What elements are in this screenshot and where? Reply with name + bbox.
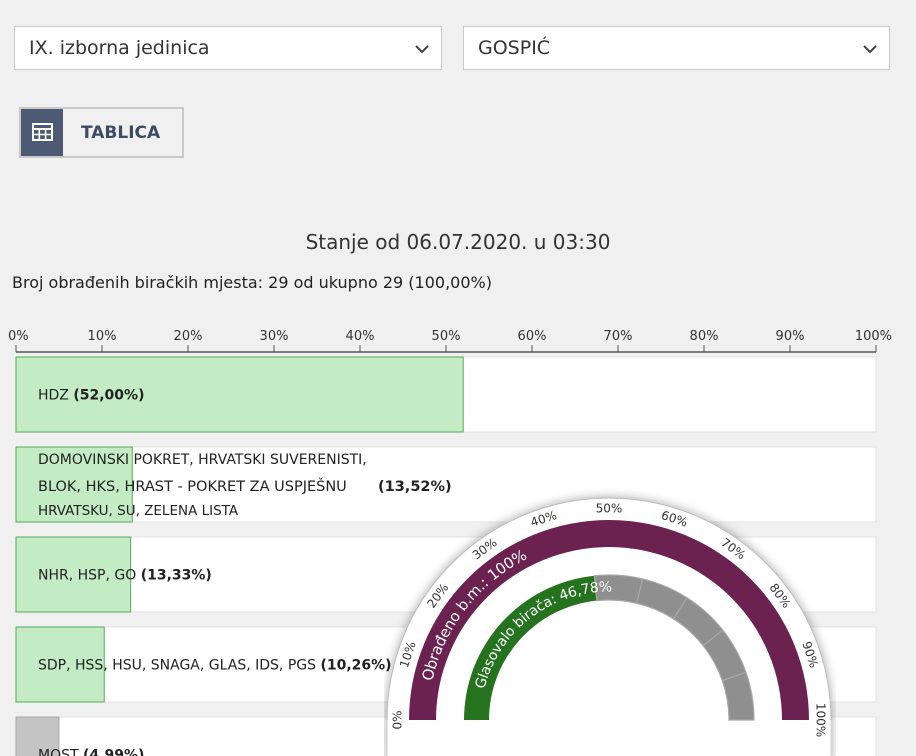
gauge-tick-label: 0% <box>391 710 405 729</box>
bar-value-label: (4,99%) <box>83 748 144 756</box>
gauge-tick-label: 100% <box>814 703 828 737</box>
x-tick-label: 20% <box>174 329 203 344</box>
municipality-select-value: GOSPIĆ <box>478 37 551 59</box>
constituency-select-value: IX. izborna jedinica <box>29 37 210 59</box>
turnout-gauge: 0%10%20%30%40% 50% 60%70%80%90%100%Obrađen… <box>386 497 832 756</box>
x-tick-label: 70% <box>604 329 633 344</box>
bar <box>15 356 464 433</box>
x-tick-label: 60% <box>518 329 547 344</box>
table-view-label: TABLICA <box>81 123 161 143</box>
bar-label-line: DOMOVINSKI POKRET, HRVATSKI SUVERENISTI, <box>38 452 367 468</box>
bar-value-label: (13,33%) <box>141 568 212 584</box>
bar-party-name: MOST <box>38 748 83 756</box>
gauge-remaining-segment <box>721 671 755 721</box>
chevron-down-icon <box>863 45 877 54</box>
processed-stations: Broj obrađenih biračkih mjesta: 29 od uk… <box>12 273 492 292</box>
x-tick-label: 10% <box>88 329 117 344</box>
gauge-tick-label: 50% <box>596 502 623 516</box>
bar <box>15 716 60 756</box>
bar-label-line: BLOK, HKS, HRAST - POKRET ZA USPJEŠNU <box>38 477 347 495</box>
x-tick-label: 100% <box>855 329 892 344</box>
bar <box>15 626 105 703</box>
bar-row-background <box>15 446 877 523</box>
bar <box>15 536 132 613</box>
bar-label: HDZ (52,00%) <box>38 388 144 404</box>
x-tick-label: 30% <box>260 329 289 344</box>
bar-party-name: NHR, HSP, GO <box>38 568 141 584</box>
x-tick-label: 0% <box>8 329 29 344</box>
bar-label: NHR, HSP, GO (13,33%) <box>38 568 212 584</box>
bar-label: SDP, HSS, HSU, SNAGA, GLAS, IDS, PGS (10… <box>38 658 392 674</box>
bar <box>15 446 133 523</box>
gauge-tick-ring <box>386 497 832 721</box>
x-tick-label: 50% <box>432 329 461 344</box>
bar-label-line: HRVATSKU, SU, ZELENA LISTA <box>38 503 239 519</box>
constituency-select[interactable]: IX. izborna jedinica <box>14 26 442 70</box>
x-tick-label: 40% <box>346 329 375 344</box>
bar-value-label: (13,52%) <box>378 479 452 495</box>
chevron-down-icon <box>415 45 429 54</box>
x-tick-label: 90% <box>776 329 805 344</box>
bar-party-name: HDZ <box>38 388 73 404</box>
bar-value-label: (10,26%) <box>320 658 391 674</box>
x-tick-label: 80% <box>690 329 719 344</box>
gauge-outer-arc <box>409 520 809 720</box>
gauge-inner-arc <box>464 575 597 720</box>
table-view-button[interactable]: TABLICA <box>19 107 184 158</box>
bar-label: MOST (4,99%) <box>38 748 144 756</box>
bar-party-name: SDP, HSS, HSU, SNAGA, GLAS, IDS, PGS <box>38 658 320 674</box>
bar-value-label: (52,00%) <box>73 388 144 404</box>
municipality-select[interactable]: GOSPIĆ <box>463 26 890 70</box>
table-icon <box>21 109 63 156</box>
status-timestamp: Stanje od 06.07.2020. u 03:30 <box>305 230 611 254</box>
